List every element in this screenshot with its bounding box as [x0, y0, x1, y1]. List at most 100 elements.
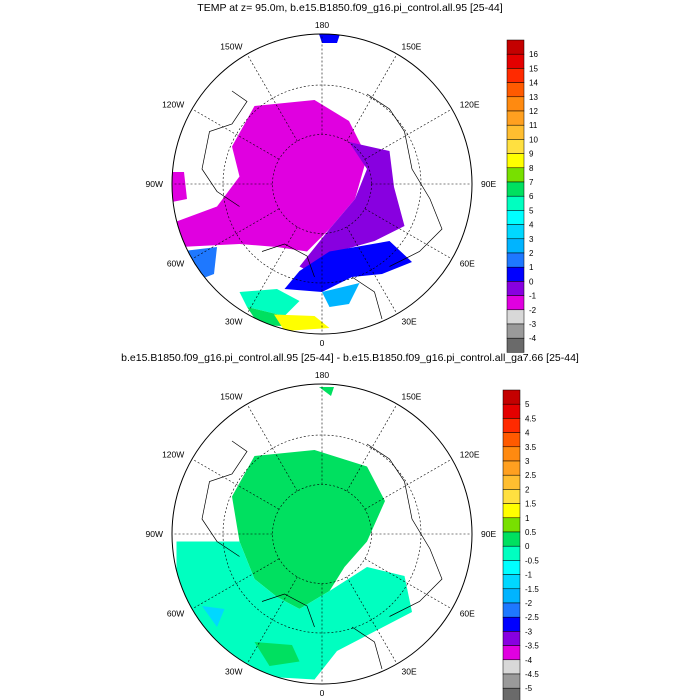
longitude-label: 30E: [402, 667, 417, 677]
colorbar-box: [506, 266, 525, 282]
colorbar-box: [502, 588, 521, 604]
meridian-line: [364, 558, 453, 610]
longitude-label: 60E: [460, 609, 475, 619]
panel-1-map: 180 150E 120E 90E 60E 30E 0 30W 60W 90W 120W 150W: [146, 20, 497, 348]
meridian-line: [364, 458, 453, 510]
coastline: [351, 276, 383, 320]
longitude-label: 120E: [460, 100, 480, 110]
colorbar-box: [506, 210, 525, 225]
panel-1-title: TEMP at z= 95.0m, b.e15.B1850.f09_g16.pi…: [197, 2, 503, 14]
colorbar-box: [502, 659, 521, 675]
meridian-line: [346, 226, 398, 315]
colorbar-label: -4: [525, 656, 533, 665]
colorbar-box: [502, 503, 521, 519]
longitude-label: 90W: [146, 179, 163, 189]
colorbar-label: 3.5: [525, 443, 537, 452]
colorbar-box: [506, 124, 525, 140]
colorbar-label: 10: [529, 135, 538, 144]
graticule: [172, 34, 472, 334]
longitude-label: 90E: [481, 529, 496, 539]
longitude-label: 60W: [167, 609, 184, 619]
colorbar-label: 11: [529, 121, 538, 130]
meridian-line: [191, 208, 280, 260]
field-fill: [176, 387, 412, 680]
field-region: [176, 100, 367, 252]
colorbar-box: [502, 432, 521, 448]
coastline: [261, 243, 315, 278]
colorbar-label: 0: [529, 277, 534, 286]
colorbar-label: -0.5: [525, 556, 539, 565]
colorbar-box: [506, 96, 525, 112]
longitude-label: 60W: [167, 259, 184, 269]
colorbar-box: [506, 337, 525, 353]
colorbar-box: [506, 82, 525, 98]
colorbar-box: [506, 181, 525, 197]
colorbar-label: 3: [525, 457, 530, 466]
colorbar-label: -2: [525, 599, 533, 608]
colorbar-box: [506, 68, 525, 83]
meridian-line: [364, 208, 453, 260]
panel-2-title: b.e15.B1850.f09_g16.pi_control.all.95 [2…: [121, 352, 579, 364]
colorbar-box: [502, 616, 521, 632]
longitude-label: 0: [320, 338, 325, 348]
colorbar-label: 5: [529, 206, 534, 215]
colorbar-box: [506, 167, 525, 183]
coastline: [201, 90, 248, 207]
colorbar-box: [506, 110, 525, 126]
colorbar-box: [502, 574, 521, 590]
field-region: [179, 247, 217, 282]
colorbar-label: 12: [529, 107, 538, 116]
field-region: [202, 606, 225, 627]
colorbar-box: [506, 309, 525, 325]
field-region: [319, 387, 334, 396]
colorbar-box: [502, 687, 521, 700]
colorbar-label: -4.5: [525, 670, 539, 679]
colorbar-label: -1.5: [525, 585, 539, 594]
colorbar-box: [502, 560, 521, 575]
colorbar-box: [502, 602, 521, 618]
longitude-label: 180: [315, 370, 329, 380]
panel-2-map: 180 150E 120E 90E 60E 30E 0 30W 60W 90W 120W 150W: [146, 370, 497, 698]
longitude-label: 30W: [225, 667, 242, 677]
colorbar-box: [506, 195, 525, 211]
colorbar-label: -5: [525, 684, 533, 693]
colorbar-box: [506, 224, 525, 240]
meridian-line: [191, 458, 280, 510]
meridian-line: [191, 558, 280, 610]
colorbar-label: 16: [529, 50, 538, 59]
colorbar-label: -3: [529, 320, 537, 329]
meridian-line: [346, 576, 398, 665]
colorbar-box: [502, 460, 521, 476]
colorbar-box: [502, 389, 521, 405]
meridian-line: [246, 53, 298, 142]
field-region: [284, 241, 412, 292]
map-border: [171, 33, 473, 335]
meridian-line: [346, 403, 398, 492]
colorbar-label: 1: [529, 263, 534, 272]
colorbar-box: [506, 53, 525, 69]
longitude-label: 180: [315, 20, 329, 30]
colorbar-label: 9: [529, 150, 534, 159]
colorbar-box: [506, 153, 525, 169]
longitude-label: 0: [320, 688, 325, 698]
field-fill: [172, 34, 412, 331]
longitude-label: 150E: [402, 41, 422, 51]
meridian-line: [246, 576, 298, 665]
colorbar-box: [506, 323, 525, 339]
colorbar-box: [502, 474, 521, 490]
colorbar-label: 4: [525, 429, 530, 438]
colorbar-label: -3: [525, 627, 533, 636]
colorbar-label: 2.5: [525, 471, 537, 480]
field-region: [322, 283, 360, 307]
colorbar-label: 1: [525, 514, 530, 523]
longitude-label: 150E: [402, 391, 422, 401]
longitude-label: 30E: [402, 317, 417, 327]
graticule: [172, 384, 472, 684]
longitude-label: 90W: [146, 529, 163, 539]
field-region: [239, 289, 300, 316]
longitude-label: 30W: [225, 317, 242, 327]
colorbar-box: [506, 295, 525, 311]
colorbar-box: [506, 281, 525, 296]
